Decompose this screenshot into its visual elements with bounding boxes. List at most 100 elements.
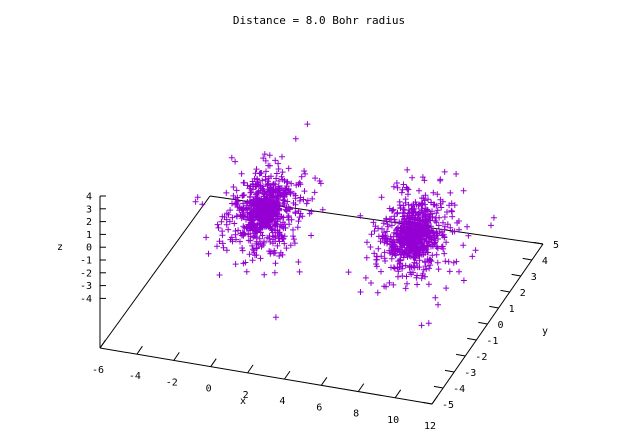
data-point-cluster-1 [220,244,227,251]
data-point-cluster-1 [247,193,253,200]
data-point-cluster-1 [302,170,309,177]
data-point-cluster-1 [274,242,281,249]
data-point-cluster-1 [292,201,299,208]
data-point-cluster-2 [383,215,390,222]
data-point-cluster-2 [431,201,438,208]
data-point-cluster-1 [194,194,201,201]
data-point-cluster-1 [245,230,252,237]
data-point-cluster-1 [260,190,267,197]
data-point-cluster-1 [246,205,253,212]
data-point-cluster-2 [427,217,434,224]
data-point-cluster-1 [278,213,285,220]
data-point-cluster-2 [421,243,428,250]
data-point-cluster-1 [240,232,247,239]
data-point-cluster-1 [253,245,260,252]
data-point-cluster-2 [357,212,364,219]
data-point-cluster-1 [269,193,276,200]
data-point-cluster-2 [447,224,454,231]
data-point-cluster-2 [408,243,415,250]
data-point-cluster-1 [312,175,319,182]
data-point-cluster-2 [440,219,446,226]
data-point-cluster-1 [279,223,286,230]
data-point-cluster-2 [441,250,448,257]
data-point-cluster-2 [411,248,418,255]
x-tick-label: 10 [387,415,399,426]
data-point-cluster-1 [267,238,274,245]
x-tick [431,395,439,405]
data-point-cluster-1 [288,180,295,187]
data-point-cluster-2 [423,238,430,245]
x-tick [99,339,106,349]
data-point-cluster-1 [295,259,302,265]
data-point-cluster-2 [390,206,397,213]
y-tick [500,289,510,293]
data-point-cluster-1 [292,135,299,142]
data-point-cluster-1 [256,214,263,221]
data-point-cluster-2 [460,277,467,284]
data-point-cluster-1 [286,221,293,228]
data-point-cluster-2 [406,264,413,271]
data-point-cluster-1 [239,245,246,251]
data-point-cluster-1 [266,152,273,159]
data-point-cluster-1 [250,208,257,215]
data-point-cluster-2 [390,264,397,271]
data-point-cluster-2 [434,207,441,214]
data-point-cluster-2 [441,234,448,241]
data-point-cluster-2 [417,233,424,240]
z-tick-label: 3 [86,204,92,215]
data-point-cluster-2 [419,272,426,279]
data-point-cluster-1 [257,255,264,262]
x-tick [394,389,402,399]
data-point-cluster-2 [448,207,455,214]
data-point-cluster-1 [240,223,247,230]
data-point-cluster-1 [239,192,246,199]
data-point-cluster-2 [422,205,429,212]
data-point-cluster-2 [404,185,411,192]
data-point-cluster-1 [261,151,268,158]
z-tick-label: -4 [80,294,92,305]
x-tick [357,383,365,392]
data-point-cluster-2 [396,230,403,237]
data-point-cluster-2 [398,227,405,234]
data-point-cluster-1 [298,173,305,180]
data-point-cluster-2 [441,214,448,220]
data-point-cluster-1 [303,200,310,207]
data-point-cluster-1 [267,185,273,192]
data-point-cluster-2 [421,177,428,184]
data-point-cluster-1 [243,268,250,275]
data-point-cluster-1 [290,233,297,240]
data-point-cluster-1 [246,251,253,258]
data-point-cluster-2 [404,253,411,260]
data-point-cluster-2 [437,177,444,184]
data-point-cluster-2 [456,226,462,233]
data-point-cluster-1 [260,155,267,162]
data-point-cluster-1 [225,226,232,233]
data-point-cluster-1 [296,214,303,221]
data-point-cluster-1 [234,194,241,201]
data-point-cluster-1 [261,214,268,220]
data-point-cluster-2 [415,202,422,209]
data-point-cluster-2 [439,228,445,235]
x-tick-label: 8 [353,409,359,420]
data-point-cluster-2 [422,219,429,226]
data-point-cluster-1 [296,268,303,275]
data-point-cluster-2 [433,243,440,250]
data-point-cluster-2 [399,213,406,220]
data-point-cluster-1 [269,208,276,215]
data-point-cluster-1 [252,233,259,239]
data-point-cluster-1 [292,192,299,199]
y-tick [511,273,521,277]
data-point-cluster-2 [416,201,423,208]
data-point-cluster-2 [490,214,497,221]
x-axis-line [99,347,433,405]
data-point-cluster-2 [368,231,375,238]
data-point-cluster-2 [411,259,418,266]
data-point-cluster-2 [357,289,364,295]
data-point-cluster-1 [250,183,257,190]
data-point-cluster-1 [264,194,270,201]
data-point-cluster-1 [233,187,240,194]
data-point-cluster-1 [219,232,226,239]
data-point-cluster-2 [396,248,403,255]
data-point-cluster-2 [394,209,401,216]
data-point-cluster-1 [268,215,274,222]
